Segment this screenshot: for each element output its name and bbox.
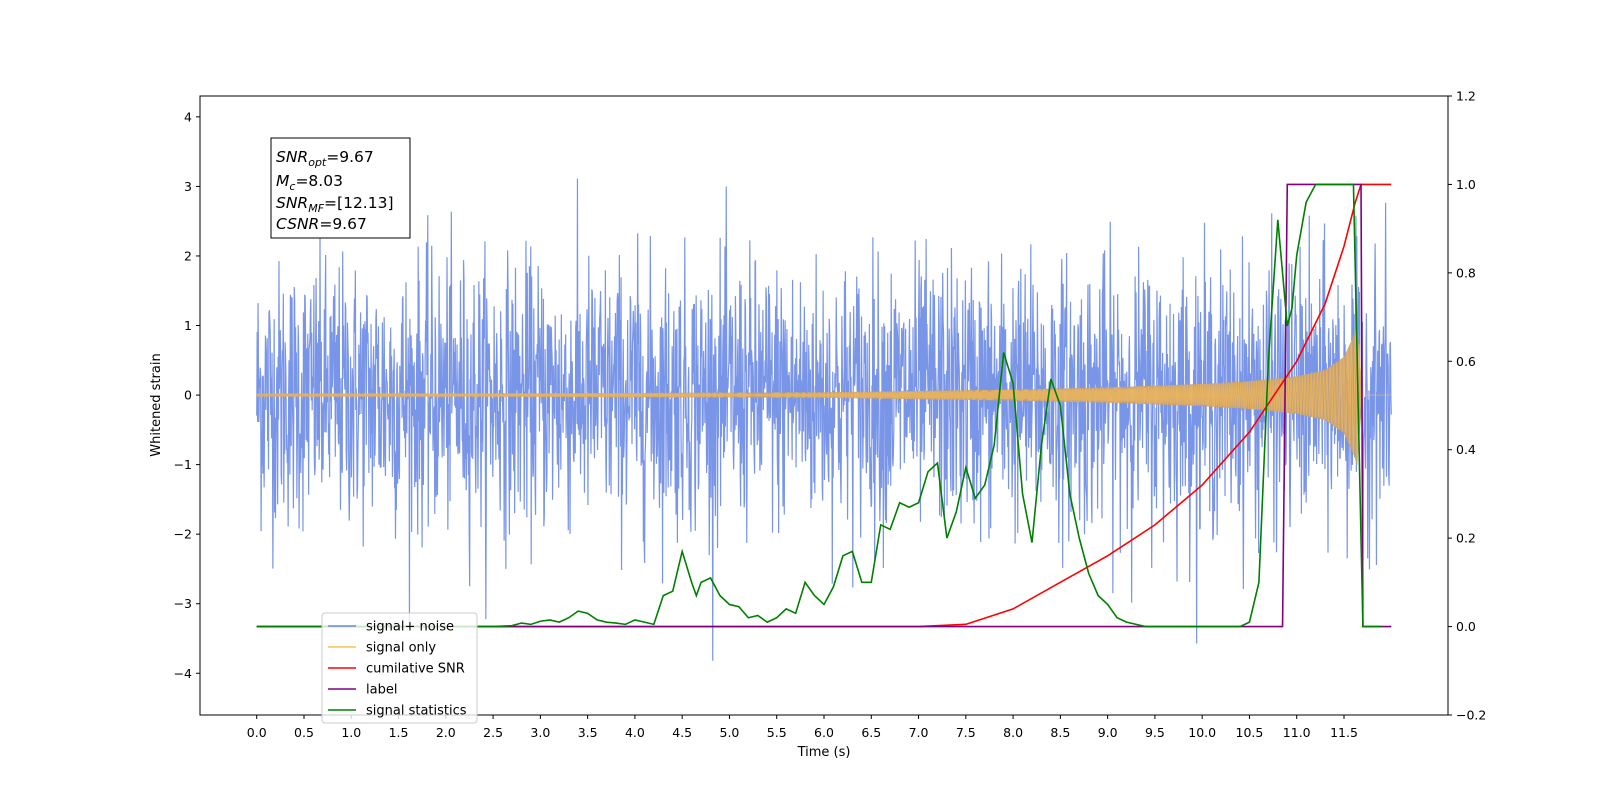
x-tick-label: 3.5	[578, 725, 598, 740]
y-axis-title: Whitened strain	[149, 353, 164, 456]
y2-tick-label: 1.2	[1456, 89, 1476, 104]
y2-tick-label: 0.8	[1456, 265, 1476, 280]
annotation-box: SNRopt=9.67 Mc=8.03 SNRMF=[12.13] CSNR=9…	[270, 137, 411, 239]
axes: 0.0 0.5 1.0 1.5 2.0 2.5 3.0 3.5 4.0 4.5 5.0 5.5 6.0 6…	[174, 89, 1487, 741]
x-tick-label: 6.5	[861, 725, 881, 740]
x-tick-label: 0.5	[294, 725, 314, 740]
y-tick-label: 0	[184, 388, 192, 403]
y2-tick-label: −0.2	[1456, 708, 1486, 723]
x-tick-label: 6.0	[814, 725, 834, 740]
x-tick-label: 4.5	[672, 725, 692, 740]
annotation-line-1: SNRopt=9.67	[276, 148, 374, 169]
annotation-line-4: CSNR=9.67	[276, 215, 367, 233]
x-tick-label: 11.5	[1330, 725, 1358, 740]
y2-tick-label: 0.6	[1456, 354, 1476, 369]
x-tick-label: 8.0	[1003, 725, 1023, 740]
x-tick-label: 3.0	[530, 725, 550, 740]
y-tick-label: 4	[184, 109, 192, 124]
y-tick-label: −4	[174, 666, 192, 681]
legend-frame	[321, 612, 478, 724]
x-tick-label: 2.5	[483, 725, 503, 740]
y-tick-label: −2	[174, 527, 192, 542]
series-signal-only	[256, 330, 1392, 465]
x-tick-label: 9.0	[1098, 725, 1118, 740]
x-tick-label: 1.5	[389, 725, 409, 740]
x-tick-label: 9.5	[1145, 725, 1165, 740]
x-tick-label: 11.0	[1283, 725, 1311, 740]
x-tick-label: 4.0	[625, 725, 645, 740]
y-tick-label: −1	[174, 457, 192, 472]
series-signal-statistics	[256, 183, 1382, 628]
x-tick-label: 10.0	[1188, 725, 1216, 740]
x-tick-label: 10.5	[1236, 725, 1264, 740]
x-tick-label: 1.0	[341, 725, 361, 740]
x-tick-label: 2.0	[436, 725, 456, 740]
legend-label: signal+ noise	[366, 620, 454, 635]
x-tick-label: 0.0	[247, 725, 267, 740]
legend-label: signal statistics	[366, 704, 467, 719]
series-signal-noise	[256, 178, 1392, 661]
y2-tick-label: 0.0	[1456, 619, 1476, 634]
annotation-line-2: Mc=8.03	[276, 172, 343, 193]
legend-label: cumilative SNR	[366, 662, 465, 677]
x-axis-title: Time (s)	[797, 745, 851, 760]
y-tick-label: −3	[174, 596, 192, 611]
series-cumulative-snr	[256, 183, 1392, 628]
plot-area	[256, 178, 1392, 661]
legend: signal+ noise signal only cumilative SNR la…	[321, 612, 478, 724]
y2-tick-label: 1.0	[1456, 177, 1476, 192]
legend-label: signal only	[366, 641, 436, 656]
x-tick-label: 5.0	[720, 725, 740, 740]
x-tick-label: 7.5	[956, 725, 976, 740]
y-tick-label: 1	[184, 318, 192, 333]
y2-tick-label: 0.4	[1456, 442, 1476, 457]
y-tick-label: 3	[184, 179, 192, 194]
annotation-line-3: SNRMF=[12.13]	[276, 194, 394, 215]
x-tick-label: 8.5	[1050, 725, 1070, 740]
y-tick-label: 2	[184, 248, 192, 263]
x-tick-label: 5.5	[767, 725, 787, 740]
y2-tick-label: 0.2	[1456, 531, 1476, 546]
annotation-frame	[270, 137, 411, 239]
legend-label: label	[366, 683, 397, 698]
x-tick-label: 7.0	[909, 725, 929, 740]
